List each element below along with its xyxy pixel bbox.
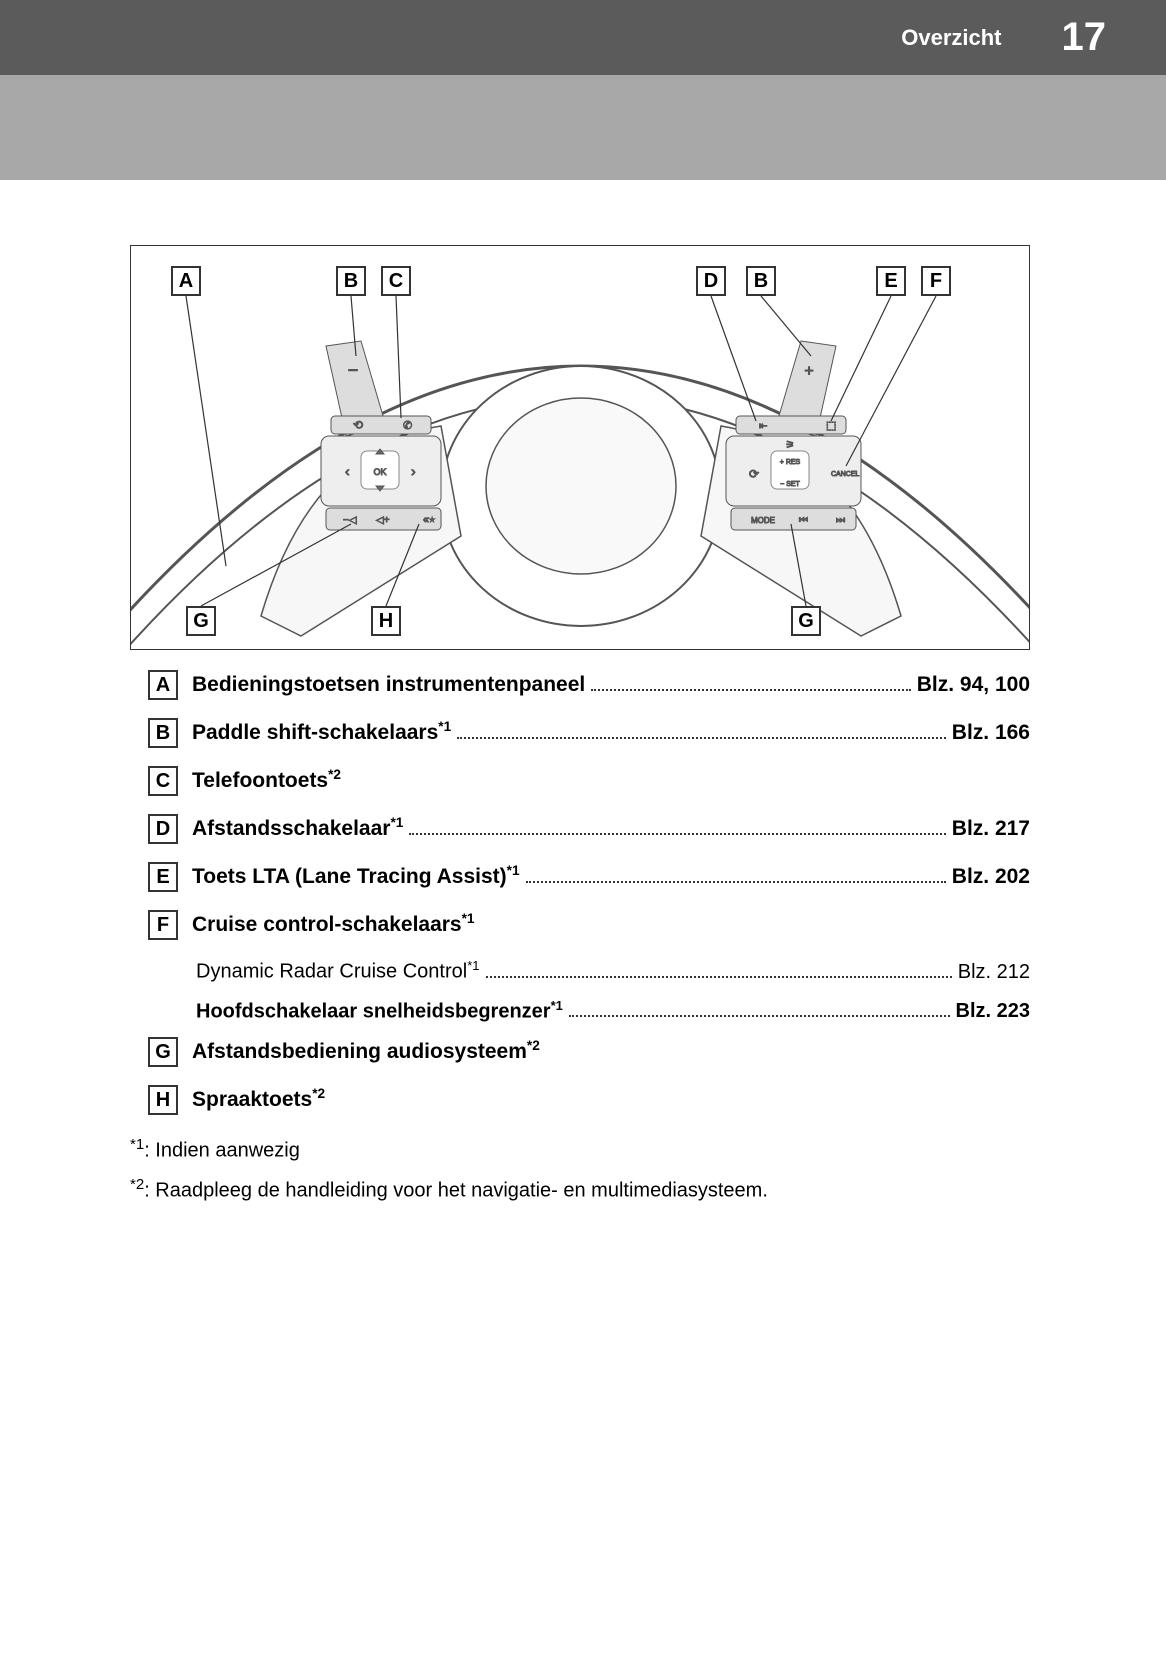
legend-item: A Bedieningstoetsen instrumentenpaneel Blz… <box>148 670 1030 700</box>
page-reference: Blz. 217 <box>952 817 1030 841</box>
steering-wheel-svg: − OK ‹ › ⟲ ✆ −◁ ◁+ «٭ <box>131 246 1030 650</box>
svg-text:✆: ✆ <box>403 420 412 432</box>
callout-H: H <box>371 606 401 636</box>
legend-text: Afstandsschakelaar*1 <box>192 815 403 841</box>
svg-text:‹: ‹ <box>345 463 350 479</box>
callout-C: C <box>381 266 411 296</box>
svg-text:◁+: ◁+ <box>376 515 390 526</box>
callout-A: A <box>171 266 201 296</box>
legend-letter: A <box>148 670 178 700</box>
page-reference: Blz. 223 <box>956 1000 1030 1023</box>
page-reference: Blz. 202 <box>952 865 1030 889</box>
svg-text:−: − <box>348 360 359 380</box>
page-reference: Blz. 166 <box>952 721 1030 745</box>
svg-text:⟲: ⟲ <box>353 418 363 432</box>
page-reference: Blz. 94, 100 <box>917 673 1030 697</box>
legend-item: Hoofdschakelaar snelheidsbegrenzer*1 Blz.… <box>148 998 1030 1024</box>
callout-D: D <box>696 266 726 296</box>
svg-text:⏭: ⏭ <box>836 515 845 526</box>
legend-text: Paddle shift-schakelaars*1 <box>192 719 451 745</box>
legend-text: Cruise control-schakelaars*1 <box>192 911 475 937</box>
callout-B: B <box>336 266 366 296</box>
legend-letter: D <box>148 814 178 844</box>
page-content: − OK ‹ › ⟲ ✆ −◁ ◁+ «٭ <box>130 245 1030 1213</box>
legend-item: H Spraaktoets*2 <box>148 1085 1030 1115</box>
legend-item: Dynamic Radar Cruise Control*1 Blz. 212 <box>148 958 1030 984</box>
page-number: 17 <box>1062 15 1107 60</box>
leader-dots <box>409 833 945 835</box>
legend-text: Bedieningstoetsen instrumentenpaneel <box>192 673 585 697</box>
legend-letter: E <box>148 862 178 892</box>
header-gray-bar <box>0 75 1166 180</box>
legend-letter: B <box>148 718 178 748</box>
svg-text:+: + <box>804 363 813 380</box>
legend-text: Hoofdschakelaar snelheidsbegrenzer*1 <box>196 998 563 1024</box>
svg-text:⟳: ⟳ <box>749 467 759 481</box>
mode-button-label: MODE <box>751 516 775 525</box>
legend-letter: G <box>148 1037 178 1067</box>
legend-item: D Afstandsschakelaar*1 Blz. 217 <box>148 814 1030 844</box>
legend-text: Dynamic Radar Cruise Control*1 <box>196 958 480 984</box>
svg-text:⚞: ⚞ <box>786 440 795 451</box>
legend-list: A Bedieningstoetsen instrumentenpaneel Blz… <box>130 670 1030 1115</box>
legend-text: Telefoontoets*2 <box>192 767 341 793</box>
legend-text: Afstandsbediening audiosysteem*2 <box>192 1038 540 1064</box>
section-label: Overzicht <box>901 25 1001 51</box>
footnote: *2: Raadpleeg de handleiding voor het na… <box>130 1173 1030 1207</box>
leader-dots <box>569 1015 950 1017</box>
legend-text: Spraaktoets*2 <box>192 1086 325 1112</box>
leader-dots <box>591 689 911 691</box>
leader-dots <box>486 976 952 978</box>
footnotes: *1: Indien aanwezig *2: Raadpleeg de hand… <box>130 1133 1030 1206</box>
callout-F: F <box>921 266 951 296</box>
cancel-button-label: CANCEL <box>831 471 860 478</box>
svg-text:− SET: − SET <box>780 481 800 488</box>
svg-text:⇤: ⇤ <box>759 421 767 432</box>
legend-item: B Paddle shift-schakelaars*1 Blz. 166 <box>148 718 1030 748</box>
legend-letter: F <box>148 910 178 940</box>
legend-item: G Afstandsbediening audiosysteem*2 <box>148 1037 1030 1067</box>
svg-text:⬚: ⬚ <box>826 420 836 432</box>
svg-text:«٭: «٭ <box>423 514 435 526</box>
steering-wheel-diagram: − OK ‹ › ⟲ ✆ −◁ ◁+ «٭ <box>130 245 1030 650</box>
callout-G: G <box>186 606 216 636</box>
legend-letter: H <box>148 1085 178 1115</box>
legend-item: E Toets LTA (Lane Tracing Assist)*1 Blz. 2… <box>148 862 1030 892</box>
legend-item: F Cruise control-schakelaars*1 <box>148 910 1030 940</box>
callout-B: B <box>746 266 776 296</box>
svg-text:+ RES: + RES <box>780 459 801 466</box>
legend-text: Toets LTA (Lane Tracing Assist)*1 <box>192 863 520 889</box>
leader-dots <box>457 737 946 739</box>
svg-text:OK: OK <box>373 467 386 477</box>
footnote: *1: Indien aanwezig <box>130 1133 1030 1167</box>
callout-E: E <box>876 266 906 296</box>
leader-dots <box>526 881 946 883</box>
legend-letter: C <box>148 766 178 796</box>
svg-text:⏮: ⏮ <box>799 515 808 526</box>
page-reference: Blz. 212 <box>958 961 1030 984</box>
page-header: Overzicht 17 <box>0 0 1166 75</box>
svg-text:›: › <box>411 463 416 479</box>
callout-G: G <box>791 606 821 636</box>
legend-item: C Telefoontoets*2 <box>148 766 1030 796</box>
